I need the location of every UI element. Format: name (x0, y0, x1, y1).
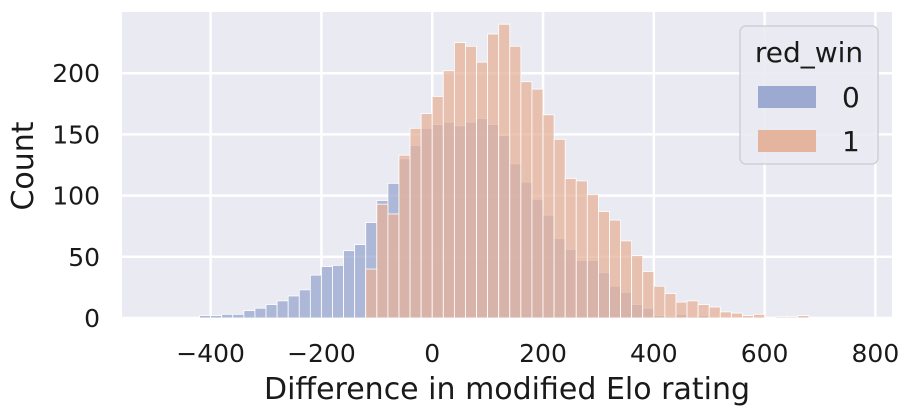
bar-red-win-0 (298, 289, 311, 319)
x-tick-label: 400 (630, 339, 678, 368)
x-axis-label: Difference in modified Elo rating (264, 372, 750, 407)
y-tick-labels: 0 50 100 150 200 (52, 59, 100, 333)
bar-red-win-1 (564, 178, 577, 319)
bars (199, 23, 810, 319)
x-tick-label: −400 (176, 339, 245, 368)
x-tick-labels: −400 −200 0 200 400 600 800 (176, 339, 899, 368)
bar-red-win-1 (476, 61, 489, 319)
bar-red-win-1 (753, 313, 765, 319)
bar-red-win-1 (686, 300, 699, 319)
bar-red-win-1 (775, 316, 788, 319)
bar-red-win-0 (232, 313, 245, 319)
bar-red-win-0 (265, 304, 278, 319)
y-tick-label: 50 (68, 243, 100, 272)
x-tick-label: −200 (287, 339, 356, 368)
bar-red-win-1 (730, 312, 743, 319)
bar-red-win-1 (376, 203, 389, 319)
bar-red-win-1 (642, 271, 655, 319)
bar-red-win-1 (398, 154, 411, 319)
bar-red-win-1 (675, 301, 688, 319)
bar-red-win-1 (664, 293, 677, 319)
bar-red-win-1 (442, 70, 455, 319)
bar-red-win-1 (431, 96, 444, 319)
bar-red-win-1 (609, 219, 621, 319)
bar-red-win-1 (598, 211, 610, 319)
bar-red-win-0 (309, 274, 322, 319)
bar-red-win-1 (697, 304, 710, 319)
x-tick-label: 0 (424, 339, 440, 368)
bar-red-win-1 (708, 306, 721, 319)
y-tick-label: 0 (84, 304, 100, 333)
bar-red-win-1 (631, 255, 644, 319)
bar-red-win-1 (786, 316, 799, 319)
bar-red-win-1 (542, 114, 555, 319)
bar-red-win-0 (221, 313, 234, 319)
x-tick-label: 800 (852, 339, 900, 368)
legend: red_win 0 1 (739, 25, 879, 165)
bar-red-win-1 (531, 88, 544, 319)
bar-red-win-1 (453, 42, 466, 319)
bar-red-win-1 (586, 193, 599, 319)
bar-red-win-1 (653, 285, 666, 319)
bar-red-win-0 (243, 310, 256, 319)
bar-red-win-0 (354, 244, 367, 319)
bar-red-win-1 (719, 311, 732, 319)
bar-red-win-0 (276, 300, 289, 319)
legend-label-1: 1 (842, 125, 860, 158)
bar-red-win-1 (509, 45, 522, 319)
bar-red-win-0 (287, 295, 300, 319)
bar-red-win-1 (365, 268, 378, 319)
legend-label-0: 0 (842, 81, 860, 114)
legend-swatch-0 (758, 86, 816, 108)
bar-red-win-1 (465, 45, 477, 319)
bar-red-win-1 (575, 180, 588, 319)
y-tick-label: 100 (52, 182, 100, 211)
bar-red-win-0 (343, 250, 356, 319)
bar-red-win-0 (210, 315, 223, 319)
bar-red-win-1 (553, 138, 566, 319)
bar-red-win-1 (620, 240, 633, 319)
legend-title: red_win (755, 36, 863, 69)
bar-red-win-1 (420, 113, 433, 319)
bar-red-win-1 (742, 315, 754, 319)
x-tick-label: 600 (741, 339, 789, 368)
bar-red-win-1 (498, 23, 511, 319)
y-axis-label: Count (6, 121, 41, 210)
legend-swatch-1 (758, 130, 816, 152)
y-tick-label: 150 (52, 120, 100, 149)
bar-red-win-0 (199, 315, 212, 319)
bar-red-win-1 (387, 213, 400, 319)
bar-red-win-1 (520, 81, 533, 319)
bar-red-win-1 (487, 33, 500, 319)
bar-red-win-0 (254, 307, 267, 319)
bar-red-win-0 (332, 264, 344, 319)
bar-red-win-1 (409, 127, 422, 319)
bar-red-win-0 (321, 266, 333, 319)
x-tick-label: 200 (519, 339, 567, 368)
y-tick-label: 200 (52, 59, 100, 88)
bar-red-win-1 (797, 315, 810, 319)
